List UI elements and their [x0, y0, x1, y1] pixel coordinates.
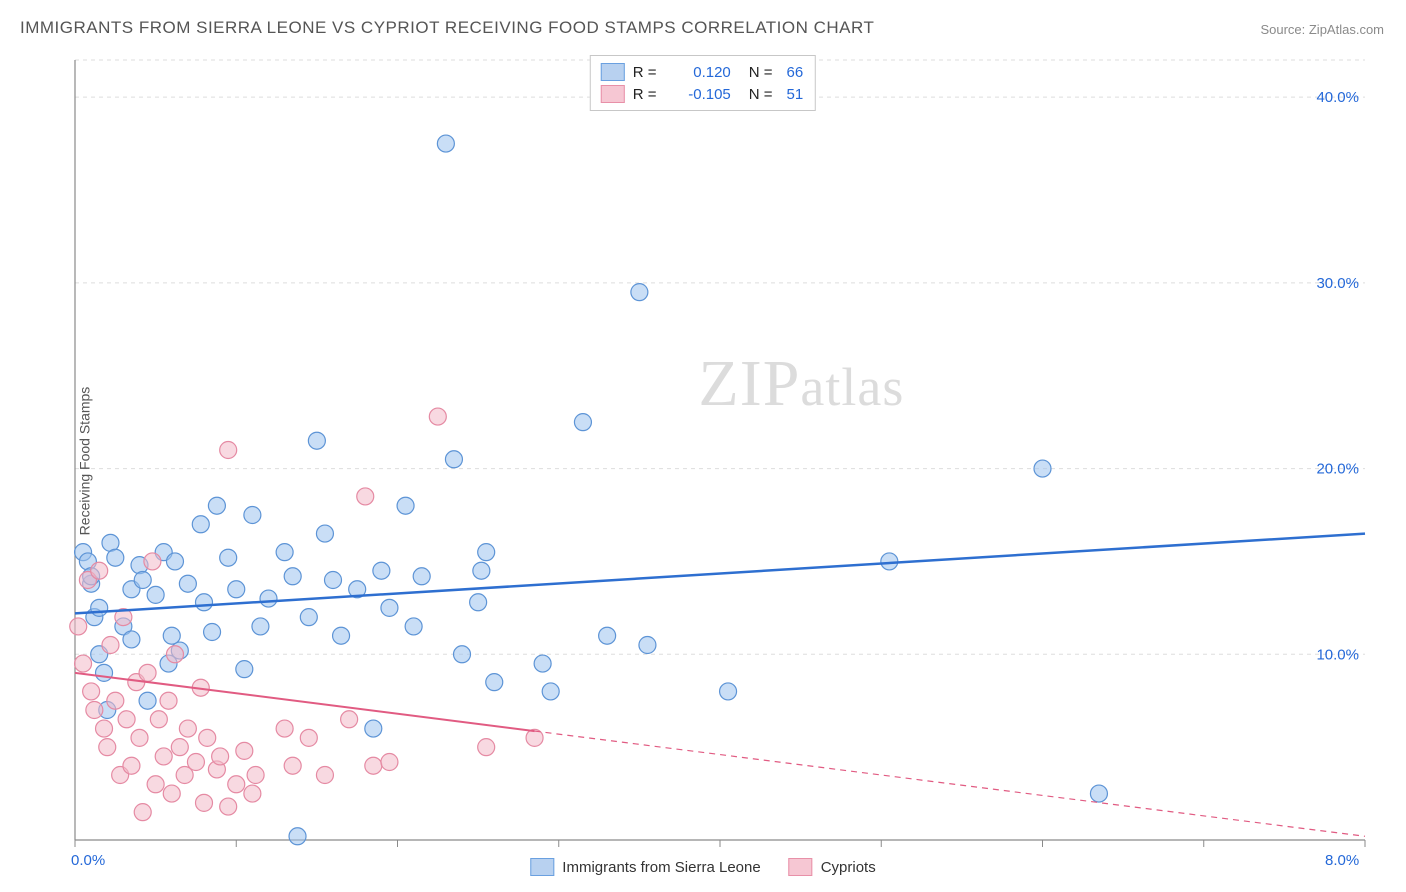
n-label: N = — [749, 64, 773, 81]
legend-swatch-icon — [530, 858, 554, 876]
legend-item: Cypriots — [789, 858, 876, 876]
legend-series: Immigrants from Sierra Leone Cypriots — [530, 858, 875, 876]
legend-stats-row: R = -0.105 N = 51 — [601, 83, 803, 105]
legend-swatch-icon — [601, 63, 625, 81]
svg-text:20.0%: 20.0% — [1316, 461, 1359, 478]
svg-text:40.0%: 40.0% — [1316, 89, 1359, 106]
legend-stats: R = 0.120 N = 66 R = -0.105 N = 51 — [590, 55, 816, 111]
n-value: 66 — [787, 64, 804, 81]
svg-text:30.0%: 30.0% — [1316, 275, 1359, 292]
r-label: R = — [633, 64, 663, 81]
n-label: N = — [749, 86, 773, 103]
legend-label: Immigrants from Sierra Leone — [562, 859, 760, 876]
legend-stats-row: R = 0.120 N = 66 — [601, 61, 803, 83]
chart-container: Receiving Food Stamps 10.0% 20.0% 30.0% 40.… — [20, 50, 1386, 872]
n-value: 51 — [787, 86, 804, 103]
chart-title: IMMIGRANTS FROM SIERRA LEONE VS CYPRIOT … — [20, 18, 874, 38]
r-label: R = — [633, 86, 663, 103]
svg-text:10.0%: 10.0% — [1316, 646, 1359, 663]
scatter-plot: 10.0% 20.0% 30.0% 40.0% — [20, 50, 1385, 870]
r-value: 0.120 — [671, 64, 731, 81]
legend-item: Immigrants from Sierra Leone — [530, 858, 760, 876]
legend-swatch-icon — [601, 85, 625, 103]
x-axis-start-label: 0.0% — [71, 852, 105, 869]
legend-swatch-icon — [789, 858, 813, 876]
r-value: -0.105 — [671, 86, 731, 103]
legend-label: Cypriots — [821, 859, 876, 876]
source-label: Source: ZipAtlas.com — [1260, 22, 1384, 37]
y-axis-label: Receiving Food Stamps — [76, 387, 92, 536]
x-axis-end-label: 8.0% — [1325, 852, 1359, 869]
